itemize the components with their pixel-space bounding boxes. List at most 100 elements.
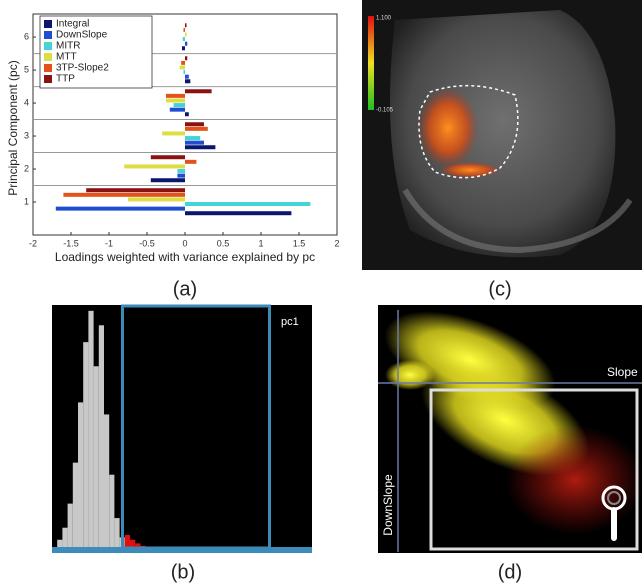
x-axis-label: Loadings weighted with variance explaine… — [55, 250, 315, 264]
bar — [183, 70, 185, 75]
magnifier-icon[interactable] — [601, 485, 627, 541]
legend-label: MITR — [56, 41, 80, 52]
histogram-bar — [104, 414, 110, 547]
bar — [185, 211, 292, 216]
bar — [185, 23, 187, 28]
bar — [185, 79, 191, 84]
histogram-bar — [124, 534, 130, 547]
legend-label: Integral — [56, 19, 89, 30]
caption: (b) — [171, 561, 195, 583]
point-cloud — [505, 425, 642, 535]
bar — [185, 74, 189, 79]
histogram-bar — [78, 402, 84, 547]
x-tick-label: 1 — [258, 238, 263, 248]
bar — [166, 93, 185, 98]
y-tick-label: 3 — [24, 130, 29, 140]
histogram-bar — [67, 503, 73, 547]
histogram-bar — [83, 342, 89, 547]
bar — [177, 173, 185, 178]
histogram-bar — [62, 527, 68, 547]
bar — [150, 155, 185, 160]
histogram-bar — [57, 539, 63, 547]
y-tick-label: 6 — [24, 31, 29, 41]
bar — [185, 159, 197, 164]
bar — [86, 188, 185, 193]
axis-label: Slope — [607, 365, 638, 379]
bar — [179, 65, 185, 70]
bar — [183, 27, 185, 32]
legend-swatch — [44, 64, 52, 72]
legend-swatch — [44, 31, 52, 39]
histogram-bar — [140, 545, 146, 547]
bar — [169, 107, 185, 112]
bar — [185, 145, 216, 150]
histogram-bar — [130, 539, 136, 547]
histogram-bar — [88, 310, 94, 547]
y-tick-label: 2 — [24, 163, 29, 173]
y-tick-label: 1 — [24, 196, 29, 206]
bar — [181, 46, 185, 51]
x-tick-label: -2 — [29, 238, 37, 248]
x-tick-label: -1.5 — [63, 238, 79, 248]
bar — [124, 164, 185, 169]
colorbar — [368, 16, 374, 110]
colorbar-label: -0.105 — [376, 108, 394, 114]
legend-swatch — [44, 53, 52, 61]
legend-box — [39, 15, 153, 89]
enhancement — [418, 88, 478, 168]
point-cloud — [385, 360, 435, 390]
axis-label: DownSlope — [381, 474, 395, 536]
x-tick-label: 1.5 — [293, 238, 306, 248]
legend-label: DownSlope — [56, 30, 108, 41]
x-tick-label: 2 — [334, 238, 339, 248]
bar — [128, 197, 185, 202]
legend-swatch — [44, 20, 52, 28]
legend-swatch — [44, 42, 52, 50]
bar-chart: -2 -1.5 -1 -0.5 0 0.5 1 1.5 2 1 2 3 4 5 6 IntegralDownS… — [24, 13, 340, 248]
bar — [173, 103, 185, 108]
roi-outline — [418, 85, 519, 179]
legend-swatch — [44, 75, 52, 83]
selection-box[interactable] — [429, 388, 639, 551]
y-tick-label: 5 — [24, 64, 29, 74]
histogram-bar — [135, 543, 141, 547]
histogram-bar — [98, 325, 104, 547]
bar — [182, 37, 185, 42]
tissue-edge — [402, 188, 633, 254]
bar — [150, 178, 185, 183]
bar — [185, 56, 188, 61]
bar — [185, 112, 189, 117]
histogram-bar — [114, 518, 120, 547]
bar — [185, 41, 188, 46]
bar — [166, 98, 185, 103]
selection-box[interactable] — [121, 304, 271, 550]
bar — [177, 169, 185, 174]
histogram — [57, 310, 146, 547]
y-tick-label: 4 — [24, 97, 29, 107]
x-tick-label: -0.5 — [139, 238, 155, 248]
bar — [185, 140, 204, 145]
bar — [185, 89, 212, 94]
bar — [63, 192, 185, 197]
bar — [185, 122, 204, 127]
x-tick-label: 0.5 — [217, 238, 230, 248]
legend-label: MTT — [56, 52, 77, 63]
histogram-label: pc1 — [281, 316, 299, 328]
histogram-bar — [72, 462, 78, 547]
bar — [55, 206, 185, 211]
caption: (a) — [173, 278, 197, 300]
bar — [185, 126, 208, 131]
x-tick-label: 0 — [182, 238, 187, 248]
legend-label: TTP — [56, 74, 75, 85]
bar — [162, 131, 185, 136]
y-axis-label: Principal Component (pc) — [6, 60, 20, 195]
bar — [181, 60, 185, 65]
caption: (d) — [498, 561, 522, 583]
bar — [185, 32, 187, 37]
colorbar-label: 1.100 — [376, 16, 392, 22]
caption: (c) — [488, 278, 511, 300]
histogram-bar — [109, 474, 115, 547]
tissue — [390, 10, 616, 258]
bar — [185, 202, 311, 207]
